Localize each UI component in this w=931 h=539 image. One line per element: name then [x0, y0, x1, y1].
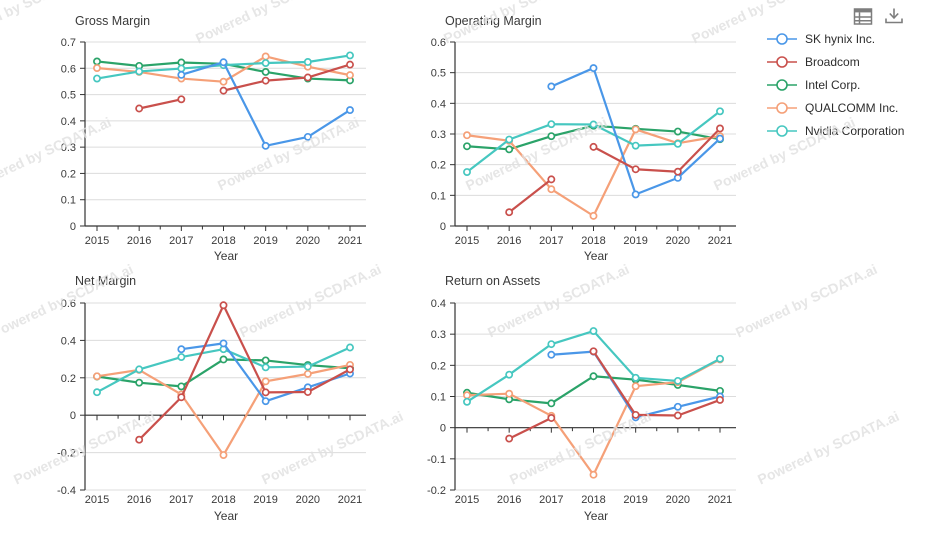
x-axis-label: Year	[213, 509, 239, 523]
svg-text:2015: 2015	[455, 235, 479, 247]
svg-text:2017: 2017	[169, 235, 193, 247]
svg-text:2021: 2021	[338, 235, 362, 247]
legend-item-qualcomm[interactable]: QUALCOMM Inc.	[766, 96, 904, 119]
svg-text:2018: 2018	[581, 235, 605, 247]
svg-text:2021: 2021	[708, 235, 732, 247]
svg-text:2016: 2016	[497, 494, 521, 506]
chart-title-gross-margin: Gross Margin	[75, 14, 151, 28]
svg-text:0.2: 0.2	[61, 168, 76, 180]
chart-toolbar	[853, 7, 904, 26]
legend-item-broadcom[interactable]: Broadcom	[766, 50, 904, 73]
svg-text:0.1: 0.1	[431, 392, 446, 404]
svg-text:0.1: 0.1	[61, 195, 76, 207]
svg-text:2017: 2017	[539, 235, 563, 247]
svg-text:0.2: 0.2	[61, 373, 76, 385]
svg-text:2015: 2015	[85, 494, 109, 506]
svg-text:0.4: 0.4	[431, 98, 446, 110]
svg-text:-0.1: -0.1	[427, 454, 446, 466]
svg-text:0.6: 0.6	[61, 63, 76, 75]
legend-label: QUALCOMM Inc.	[805, 100, 899, 115]
legend-label: Broadcom	[805, 54, 860, 69]
svg-text:2017: 2017	[169, 494, 193, 506]
legend-marker-icon	[767, 78, 797, 91]
svg-text:0.2: 0.2	[431, 360, 446, 372]
svg-text:2021: 2021	[708, 494, 732, 506]
svg-text:2016: 2016	[127, 235, 151, 247]
svg-text:2020: 2020	[296, 235, 320, 247]
x-axis-label: Year	[583, 249, 609, 263]
svg-text:0: 0	[440, 423, 446, 435]
svg-text:0.7: 0.7	[61, 37, 76, 49]
download-icon[interactable]	[884, 7, 904, 26]
svg-text:2017: 2017	[539, 494, 563, 506]
legend-marker-icon	[767, 124, 797, 137]
legend-label: Nvidia Corporation	[805, 123, 905, 138]
legend-marker-icon	[767, 101, 797, 114]
svg-text:0.6: 0.6	[61, 298, 76, 310]
svg-text:2018: 2018	[211, 494, 235, 506]
svg-text:-0.2: -0.2	[57, 448, 76, 460]
svg-text:2021: 2021	[338, 494, 362, 506]
svg-text:0: 0	[440, 221, 446, 233]
svg-text:2018: 2018	[581, 494, 605, 506]
chart-legend: SK hynix Inc. Broadcom Intel Corp. QUALC…	[766, 27, 904, 142]
svg-text:2019: 2019	[253, 235, 277, 247]
chart-title-net-margin: Net Margin	[75, 274, 137, 288]
svg-text:2019: 2019	[623, 494, 647, 506]
chart-title-operating-margin: Operating Margin	[445, 14, 542, 28]
legend-marker-icon	[767, 32, 797, 45]
svg-text:2016: 2016	[127, 494, 151, 506]
svg-text:0.4: 0.4	[61, 335, 76, 347]
svg-text:2015: 2015	[85, 235, 109, 247]
svg-text:0: 0	[70, 410, 76, 422]
svg-text:-0.4: -0.4	[57, 485, 76, 497]
svg-text:0.2: 0.2	[431, 160, 446, 172]
svg-text:2020: 2020	[666, 235, 690, 247]
svg-text:0.1: 0.1	[431, 190, 446, 202]
svg-text:2016: 2016	[497, 235, 521, 247]
svg-text:0.3: 0.3	[431, 329, 446, 341]
legend-item-nvidia[interactable]: Nvidia Corporation	[766, 119, 904, 142]
legend-marker-icon	[767, 55, 797, 68]
legend-item-sk-hynix[interactable]: SK hynix Inc.	[766, 27, 904, 50]
svg-text:0.5: 0.5	[431, 68, 446, 80]
svg-text:0.4: 0.4	[61, 116, 76, 128]
legend-item-intel[interactable]: Intel Corp.	[766, 73, 904, 96]
x-axis-label: Year	[213, 249, 239, 263]
chart-title-return-on-assets: Return on Assets	[445, 274, 541, 288]
svg-text:0.6: 0.6	[431, 37, 446, 49]
svg-text:0: 0	[70, 221, 76, 233]
svg-text:0.3: 0.3	[431, 129, 446, 141]
svg-text:0.5: 0.5	[61, 90, 76, 102]
svg-text:2020: 2020	[296, 494, 320, 506]
data-table-icon[interactable]	[853, 7, 873, 26]
svg-text:2019: 2019	[623, 235, 647, 247]
legend-label: Intel Corp.	[805, 77, 861, 92]
svg-text:0.4: 0.4	[431, 298, 446, 310]
svg-text:0.3: 0.3	[61, 142, 76, 154]
svg-text:2020: 2020	[666, 494, 690, 506]
svg-text:-0.2: -0.2	[427, 485, 446, 497]
x-axis-label: Year	[583, 509, 609, 523]
svg-text:2018: 2018	[211, 235, 235, 247]
svg-text:2015: 2015	[455, 494, 479, 506]
legend-label: SK hynix Inc.	[805, 31, 876, 46]
svg-text:2019: 2019	[253, 494, 277, 506]
